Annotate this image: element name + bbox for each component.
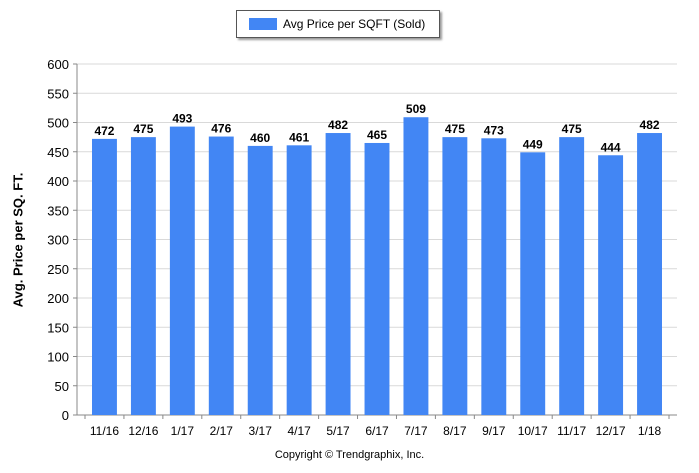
y-tick-label: 600 [47,57,69,72]
y-tick-label: 100 [47,350,69,365]
data-label: 482 [640,118,660,132]
y-tick-label: 150 [47,320,69,335]
bar [169,126,195,415]
data-label: 449 [523,137,543,151]
y-tick-label: 50 [55,379,69,394]
bar [208,136,234,416]
bar [442,137,468,415]
data-label: 475 [445,122,465,136]
bar [559,137,585,415]
bar [403,117,429,416]
bar [364,142,390,415]
x-tick-label: 8/17 [443,424,467,438]
x-tick-label: 11/16 [90,424,119,438]
x-tick-label: 12/17 [596,424,626,438]
y-tick-label: 550 [47,86,69,101]
x-tick-label: 9/17 [482,424,506,438]
legend: Avg Price per SQFT (Sold) [236,10,440,38]
legend-label: Avg Price per SQFT (Sold) [283,17,426,31]
data-label: 476 [211,122,231,136]
data-label: 493 [172,112,192,126]
x-tick-label: 1/18 [638,424,662,438]
data-label: 465 [367,128,387,142]
legend-swatch [249,18,277,30]
bar [481,138,507,416]
x-tick-label: 3/17 [249,424,273,438]
y-tick-label: 0 [62,408,69,423]
x-tick-label: 10/17 [518,424,548,438]
data-label: 460 [250,131,270,145]
x-tick-label: 7/17 [404,424,428,438]
y-tick-label: 300 [47,233,69,248]
y-tick-label: 250 [47,262,69,277]
bar [130,137,156,415]
bar [325,133,351,415]
y-tick-label: 500 [47,116,69,131]
x-tick-label: 2/17 [210,424,234,438]
bar [520,152,546,415]
y-tick-label: 400 [47,174,69,189]
data-label: 472 [94,124,114,138]
x-tick-label: 12/16 [128,424,158,438]
y-tick-label: 450 [47,145,69,160]
data-label: 475 [133,122,153,136]
data-label: 509 [406,102,426,116]
bar [637,133,662,415]
x-tick-label: 11/17 [557,424,586,438]
data-label: 482 [328,118,348,132]
data-label: 475 [562,122,582,136]
x-tick-label: 1/17 [171,424,195,438]
y-tick-label: 350 [47,203,69,218]
bar [598,155,624,415]
x-tick-label: 6/17 [365,424,389,438]
bar [92,138,117,415]
y-tick-label: 200 [47,291,69,306]
bar [247,145,273,415]
data-label: 473 [484,123,504,137]
x-tick-label: 5/17 [326,424,350,438]
data-label: 461 [289,130,309,144]
x-tick-label: 4/17 [287,424,311,438]
bar [286,145,312,415]
copyright-text: Copyright © Trendgraphix, Inc. [274,449,425,461]
data-label: 444 [601,140,621,154]
